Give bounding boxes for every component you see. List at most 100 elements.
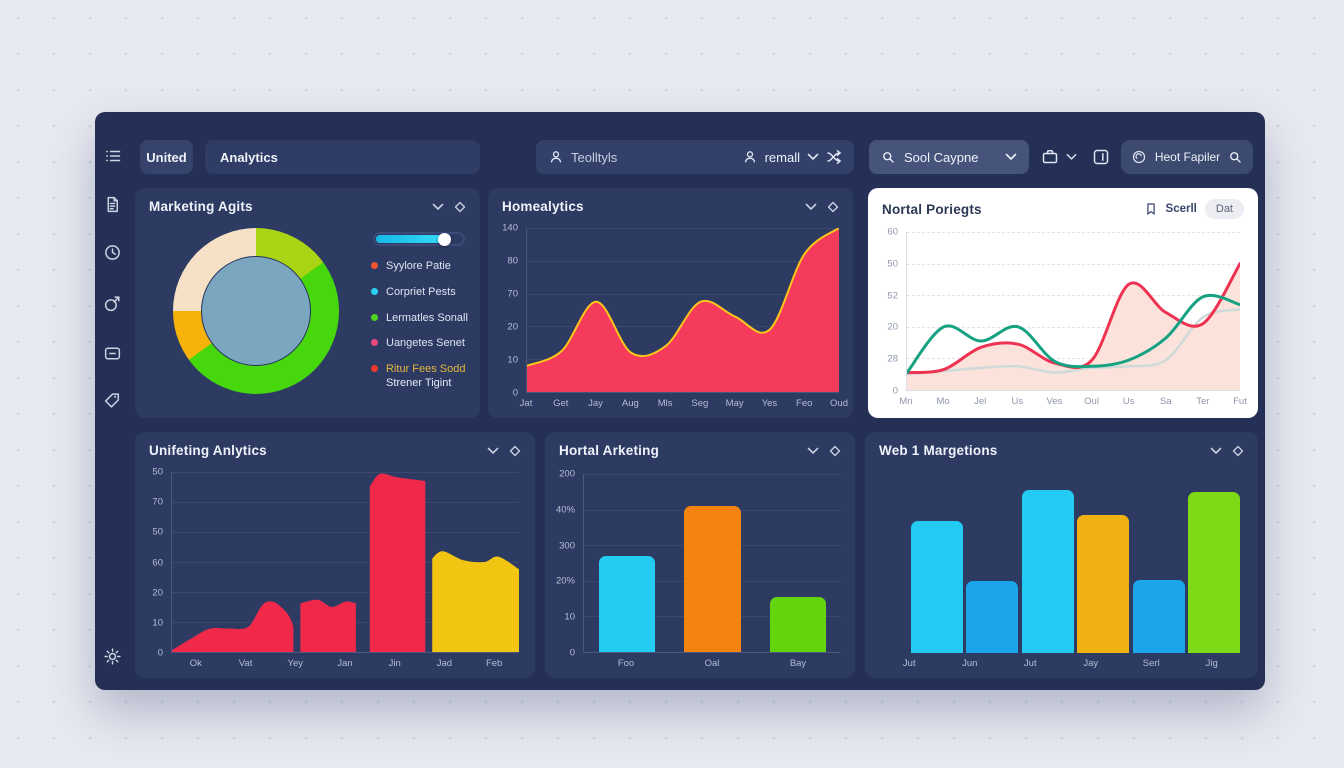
x-axis-label: Jut — [902, 658, 916, 669]
panel-toggle-icon — [1092, 148, 1110, 166]
chevron-down-icon[interactable] — [1210, 447, 1222, 455]
y-tick-label: 52 — [887, 290, 898, 302]
diamond-icon[interactable] — [827, 201, 839, 213]
legend-item[interactable]: Lermatles Sonall — [371, 312, 472, 326]
y-tick-label: 20 — [507, 321, 518, 333]
message-icon[interactable] — [103, 344, 123, 364]
diamond-icon[interactable] — [454, 201, 466, 213]
chevron-down-icon[interactable] — [805, 203, 817, 211]
document-icon[interactable] — [103, 195, 123, 215]
bar — [1188, 491, 1241, 653]
finder-pill[interactable]: Heot Fapiler — [1121, 140, 1253, 174]
person-icon — [742, 149, 758, 165]
legend-item[interactable]: Ritur Fees Sodd Strener Tigint — [371, 363, 472, 391]
y-tick-label: 50 — [152, 466, 163, 478]
plot-area — [583, 474, 841, 653]
panel-title: Marketing Agits — [149, 199, 253, 214]
search-icon — [881, 150, 896, 165]
chevron-down-icon[interactable] — [807, 153, 819, 161]
bookmark-icon[interactable] — [1144, 202, 1158, 216]
panel-title: Homealytics — [502, 199, 584, 214]
plot-area — [526, 228, 839, 393]
chevron-down-icon[interactable] — [432, 203, 444, 211]
diamond-icon[interactable] — [1232, 445, 1244, 457]
y-tick-label: 0 — [569, 647, 575, 659]
panel-title: Web 1 Margetions — [879, 443, 998, 458]
legend-label: Corpriet Pests — [386, 285, 456, 298]
legend-item[interactable]: Corpriet Pests — [371, 286, 472, 300]
legend-item[interactable]: Syylore Patie — [371, 260, 472, 274]
y-tick-label: 50 — [152, 526, 163, 538]
y-tick-label: 20% — [555, 575, 575, 587]
dat-button[interactable]: Dat — [1204, 199, 1244, 219]
legend: Syylore Patie Corpriet Pests Lermatles Son… — [371, 260, 472, 403]
bar — [1021, 490, 1074, 653]
gridline — [907, 358, 1240, 360]
chevron-down-icon[interactable] — [487, 447, 499, 455]
x-axis-label: Aug — [621, 398, 639, 409]
brand-button[interactable]: United — [140, 140, 193, 174]
chevron-down-icon[interactable] — [807, 447, 819, 455]
x-axis-label: Ter — [1196, 396, 1210, 407]
gridline — [527, 228, 839, 229]
shuffle-icon[interactable] — [826, 149, 842, 165]
donut-center — [201, 256, 311, 366]
tag-icon[interactable] — [103, 391, 123, 411]
search-icon[interactable] — [1228, 150, 1243, 165]
spiral-icon — [1131, 149, 1147, 165]
briefcase-dropdown[interactable] — [1041, 140, 1077, 174]
panel-title: Unifeting Anlytics — [149, 443, 267, 458]
analytics-input[interactable]: Analytics — [205, 140, 480, 174]
legend-dot-icon — [371, 365, 378, 372]
x-axis-label: Jay — [588, 398, 603, 409]
slider-knob[interactable] — [438, 232, 452, 246]
briefcase-icon — [1041, 148, 1059, 166]
donut-chart — [173, 228, 339, 394]
x-axis-label: Get — [553, 398, 569, 409]
x-axis-label: Vat — [238, 658, 253, 669]
y-tick-label: 300 — [559, 540, 575, 552]
x-axis-label: Jun — [962, 658, 978, 669]
scope-dropdown[interactable]: Sool Caypne — [869, 140, 1029, 174]
x-axis-label: Yes — [761, 398, 778, 409]
diamond-icon[interactable] — [829, 445, 841, 457]
gridline — [172, 532, 519, 533]
clock-icon[interactable] — [103, 243, 123, 263]
y-tick-label: 20 — [152, 587, 163, 599]
gridline — [527, 260, 839, 262]
gridline — [172, 592, 519, 593]
panel-nortal: Nortal Poriegts Scerll Dat 60 50 52 20 28 0 Mn… — [868, 188, 1258, 418]
chevron-down-icon[interactable] — [1066, 153, 1077, 161]
plot-area — [906, 232, 1240, 391]
legend-dot-icon — [371, 262, 378, 269]
legend-slider[interactable] — [373, 232, 465, 246]
x-axis-label: Sa — [1159, 396, 1172, 407]
legend-label: Uangetes Senet — [386, 337, 465, 350]
menu-icon[interactable] — [103, 146, 123, 166]
panel-toggle-button[interactable] — [1092, 140, 1110, 174]
legend-dot-icon — [371, 339, 378, 347]
y-tick-label: 140 — [502, 222, 518, 234]
gear-icon[interactable] — [103, 647, 123, 667]
y-tick-label: 10 — [564, 611, 575, 623]
y-tick-label: 20 — [887, 321, 898, 333]
x-axis-label: Fut — [1233, 396, 1247, 407]
gridline — [172, 562, 519, 563]
bar — [598, 555, 656, 652]
chevron-down-icon[interactable] — [1005, 153, 1017, 161]
chart-share-icon[interactable] — [103, 294, 123, 314]
search-bar[interactable]: Teolltyls remall — [536, 140, 854, 174]
gridline — [907, 263, 1240, 265]
x-axis-label: Bay — [789, 658, 807, 669]
legend-item[interactable]: Uangetes Senet — [371, 337, 472, 351]
x-axis-label: Jin — [388, 658, 401, 669]
mixed-chart: 50 70 50 60 20 10 0 Ok Vat Yey Jan Jin Jad Feb — [141, 467, 519, 670]
legend-label: Syylore Patie — [386, 260, 451, 272]
panel-hortal: Hortal Arketing 200 40% 300 20% 10 0 Foo Oal Bay — [545, 432, 855, 678]
line-chart: 60 50 52 20 28 0 Mn Mo Jel Us Ves Oul Us Sa Ter Fut — [876, 227, 1246, 408]
x-axis-label: Jan — [337, 658, 353, 669]
save-label[interactable]: Scerll — [1165, 203, 1197, 215]
x-axis-label: Oud — [830, 398, 848, 409]
diamond-icon[interactable] — [509, 445, 521, 457]
